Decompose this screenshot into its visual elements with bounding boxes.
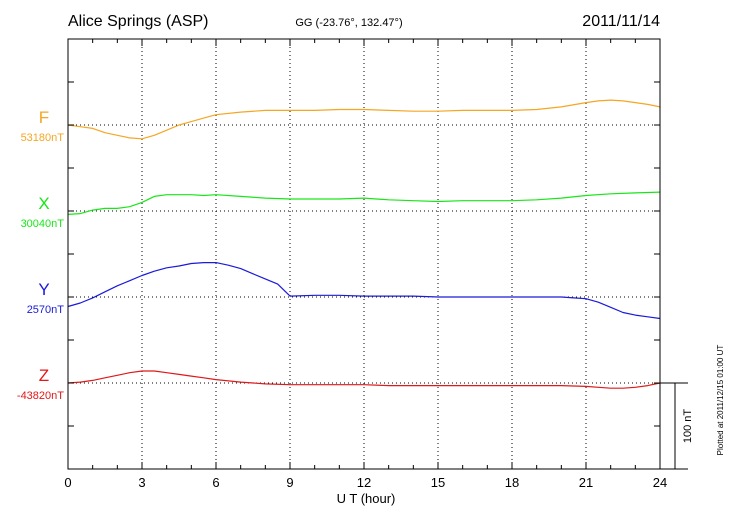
chart-date: 2011/11/14: [582, 13, 660, 30]
x-tick-label: 0: [64, 475, 71, 490]
x-axis-label: U T (hour): [337, 491, 396, 506]
x-tick-label: 12: [357, 475, 371, 490]
x-tick-label: 9: [286, 475, 293, 490]
x-tick-label: 3: [138, 475, 145, 490]
grid: [141, 39, 587, 469]
baselines: [68, 124, 660, 384]
component-letter-z: Z: [39, 366, 49, 385]
baseline-value-y: 2570nT: [27, 304, 65, 316]
series-line-z: [67, 370, 661, 389]
x-ticks: 0 3 6 9 12 15 18 21 24: [64, 39, 667, 490]
series-line-y: [67, 262, 661, 320]
series-line-f: [67, 99, 661, 140]
series-line-x: [67, 191, 661, 215]
x-tick-label: 24: [653, 475, 667, 490]
component-labels: F 53180nT X 30040nT Y 2570nT Z -43820nT: [17, 108, 64, 402]
plotted-timestamp: Plotted at 2011/12/15 01:00 UT: [716, 345, 725, 456]
component-letter-f: F: [39, 108, 49, 127]
x-tick-label: 21: [579, 475, 593, 490]
baseline-value-x: 30040nT: [21, 218, 65, 230]
baseline-value-f: 53180nT: [21, 132, 65, 144]
x-tick-label: 6: [212, 475, 219, 490]
x-tick-label: 15: [431, 475, 445, 490]
station-title: Alice Springs (ASP): [68, 13, 209, 30]
scale-bar: 100 nT: [660, 382, 694, 470]
station-coordinates: GG (-23.76°, 132.47°): [295, 17, 402, 29]
component-letter-y: Y: [38, 280, 49, 299]
series-lines: [67, 99, 661, 389]
scale-bar-label: 100 nT: [682, 409, 694, 444]
component-letter-x: X: [38, 194, 49, 213]
baseline-value-z: -43820nT: [17, 390, 64, 402]
x-tick-label: 18: [505, 475, 519, 490]
